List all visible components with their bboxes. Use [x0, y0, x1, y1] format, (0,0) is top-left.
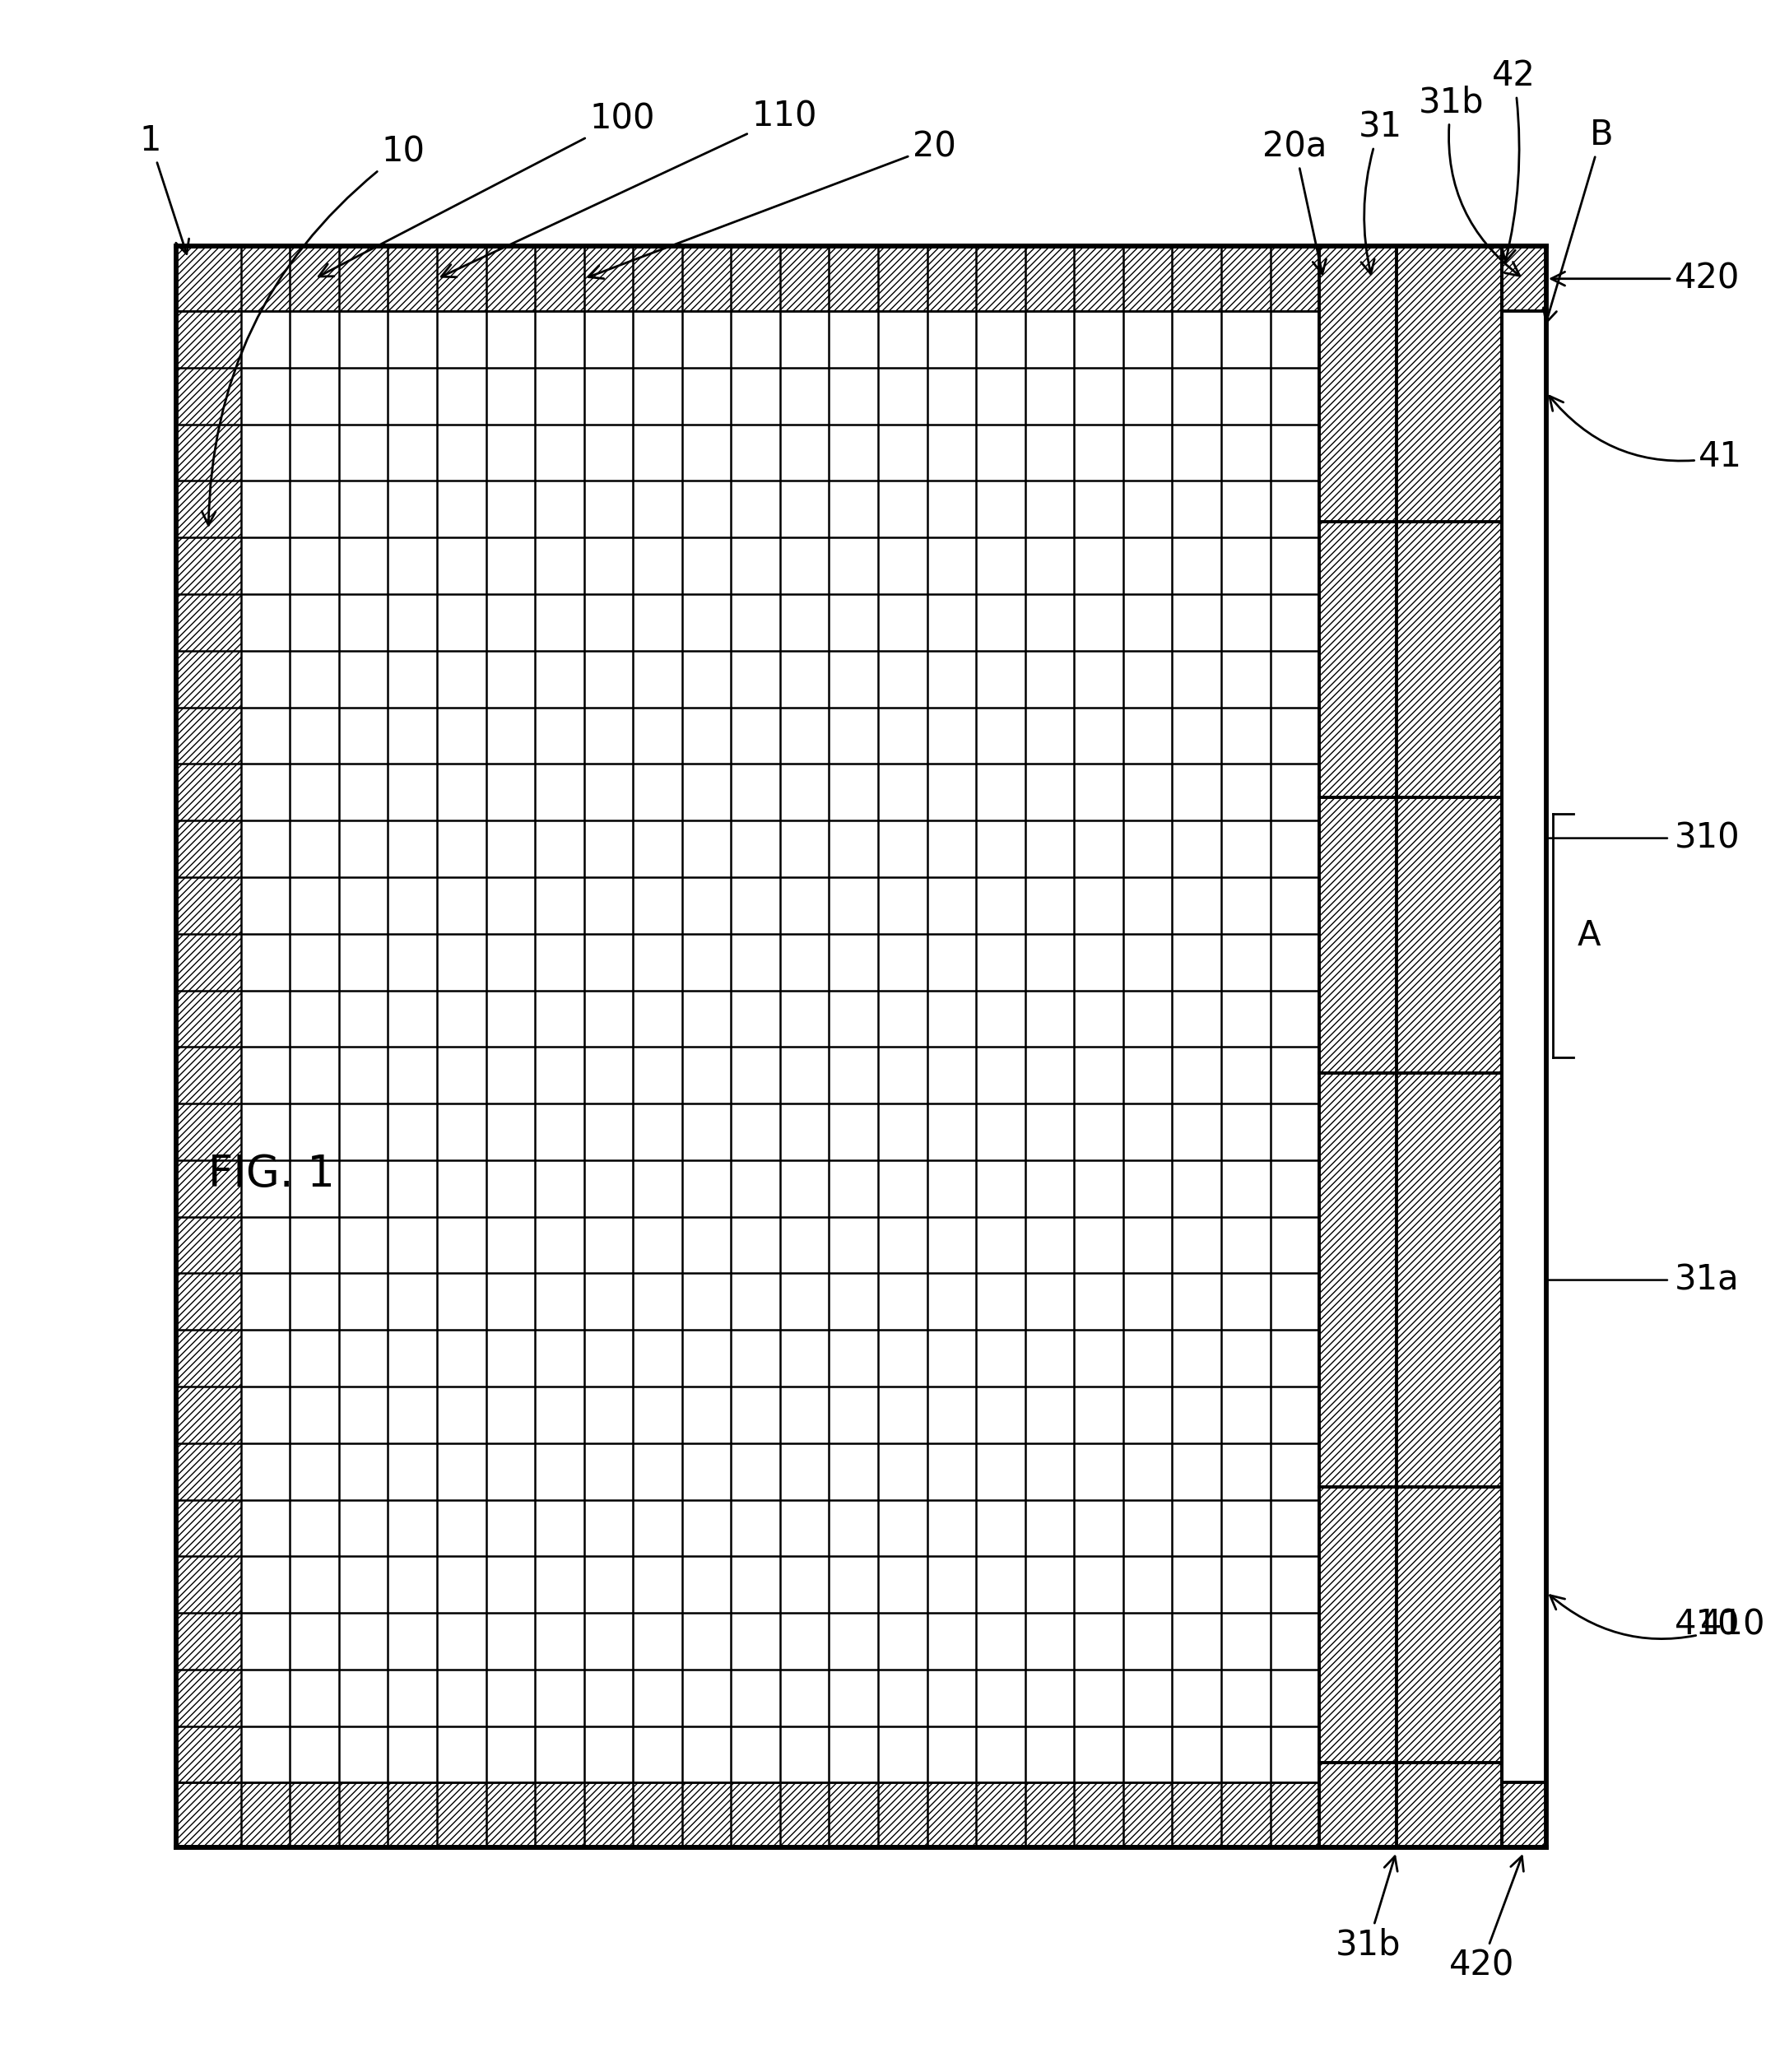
- Text: 20a: 20a: [1262, 128, 1328, 274]
- Bar: [176, 247, 1319, 311]
- Text: 100: 100: [319, 102, 655, 276]
- Bar: [1502, 311, 1547, 1782]
- Bar: [176, 1782, 1319, 1848]
- Text: B: B: [1543, 118, 1613, 323]
- Bar: [176, 247, 240, 1848]
- Bar: [176, 247, 1547, 1848]
- Text: FIG. 1: FIG. 1: [208, 1154, 335, 1196]
- Bar: [1396, 247, 1502, 1848]
- Text: 42: 42: [1492, 58, 1536, 261]
- Text: 420: 420: [1449, 1857, 1524, 1983]
- Text: 31b: 31b: [1419, 85, 1520, 276]
- Text: 31b: 31b: [1335, 1857, 1401, 1962]
- Text: 20: 20: [589, 128, 956, 278]
- Text: 41: 41: [1549, 396, 1743, 474]
- Text: 410: 410: [1675, 1608, 1739, 1641]
- Bar: [176, 247, 1547, 1848]
- Bar: [1502, 1782, 1547, 1848]
- Text: 31a: 31a: [1675, 1262, 1739, 1297]
- Text: 10: 10: [201, 135, 425, 524]
- Text: 310: 310: [1675, 821, 1741, 856]
- Text: 420: 420: [1550, 261, 1739, 296]
- Text: A: A: [1577, 918, 1600, 953]
- Text: 110: 110: [441, 99, 817, 278]
- Bar: [1502, 247, 1547, 311]
- Text: 410: 410: [1550, 1595, 1766, 1641]
- Text: 1: 1: [139, 124, 189, 255]
- Text: 31: 31: [1358, 110, 1403, 274]
- Bar: [1319, 247, 1396, 1848]
